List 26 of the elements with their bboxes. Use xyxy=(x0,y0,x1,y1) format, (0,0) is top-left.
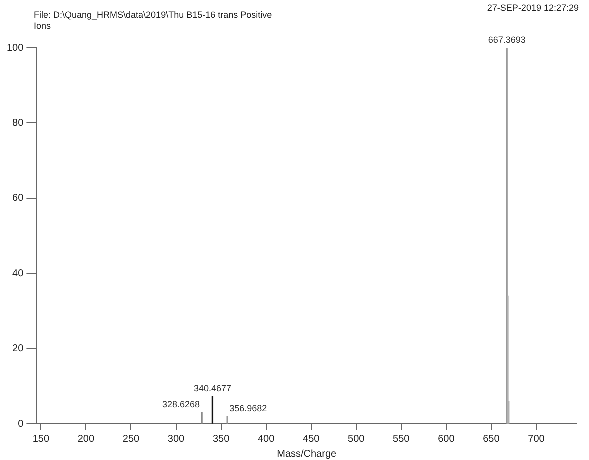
x-tick-label: 650 xyxy=(483,434,500,445)
annotation: 667.3693 xyxy=(488,34,526,45)
y-tick-label: 40 xyxy=(12,268,24,280)
x-tick-label: 150 xyxy=(32,434,50,445)
x-tick-label: 200 xyxy=(78,434,95,445)
chart-title: File: D:\Quang_HRMS\data\2019\Thu B15-16 trans Positive xyxy=(34,10,272,20)
x-tick-label: 350 xyxy=(212,434,230,445)
y-tick-label: 20 xyxy=(12,344,24,355)
x-tick-label: 450 xyxy=(303,434,320,445)
x-tick-label: 250 xyxy=(122,434,140,445)
annotation: 356.9682 xyxy=(230,403,268,414)
text: 27-SEP-2019 12:27:29 xyxy=(487,3,579,13)
y-tick-label: 0 xyxy=(18,418,24,430)
x-axis-title: Mass/Charge xyxy=(277,448,338,460)
annotation: 340.4677 xyxy=(194,384,232,394)
y-tick-label: 60 xyxy=(12,193,24,204)
chart-subtitle: Ions xyxy=(34,21,52,31)
x-tick-label: 500 xyxy=(348,434,366,445)
y-tick-label: 100 xyxy=(6,42,24,54)
x-tick-label: 700 xyxy=(528,434,546,445)
annotation: 328.6268 xyxy=(162,400,200,410)
x-tick-label: 600 xyxy=(438,434,456,445)
x-tick-label: 400 xyxy=(258,434,276,445)
x-tick-label: 550 xyxy=(393,434,410,445)
y-tick-label: 80 xyxy=(12,118,24,129)
x-tick-label: 300 xyxy=(168,434,186,445)
